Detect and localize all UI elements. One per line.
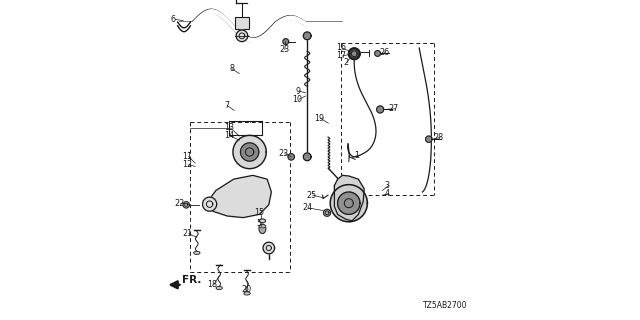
Text: 6: 6 xyxy=(170,15,175,24)
Text: TZ5AB2700: TZ5AB2700 xyxy=(422,301,467,310)
Polygon shape xyxy=(263,242,275,254)
Polygon shape xyxy=(375,51,380,56)
Text: 12: 12 xyxy=(182,160,192,169)
Text: 25: 25 xyxy=(306,191,316,200)
Ellipse shape xyxy=(259,225,266,228)
Text: 18: 18 xyxy=(207,280,217,289)
Text: 1: 1 xyxy=(355,151,359,160)
Text: 26: 26 xyxy=(379,48,389,57)
Text: 20: 20 xyxy=(241,285,252,294)
Polygon shape xyxy=(303,32,311,40)
Bar xyxy=(235,17,249,29)
Polygon shape xyxy=(324,209,331,216)
Polygon shape xyxy=(330,185,367,222)
Text: 22: 22 xyxy=(175,199,185,208)
Text: 9: 9 xyxy=(295,87,300,96)
Text: 23: 23 xyxy=(278,149,288,158)
Polygon shape xyxy=(236,30,248,42)
Ellipse shape xyxy=(216,286,223,290)
Text: 8: 8 xyxy=(230,64,234,73)
Text: 15: 15 xyxy=(254,208,264,217)
Polygon shape xyxy=(203,197,216,211)
Text: 23: 23 xyxy=(280,45,290,54)
Ellipse shape xyxy=(194,251,200,254)
Text: 11: 11 xyxy=(182,152,192,161)
Text: 7: 7 xyxy=(225,101,230,110)
Text: 4: 4 xyxy=(385,189,390,198)
Ellipse shape xyxy=(259,224,266,234)
Ellipse shape xyxy=(244,292,250,295)
Text: 14: 14 xyxy=(224,132,234,140)
Polygon shape xyxy=(334,175,364,221)
Text: 24: 24 xyxy=(302,204,312,212)
Text: 10: 10 xyxy=(292,95,303,104)
Polygon shape xyxy=(338,192,360,214)
Text: 3: 3 xyxy=(385,181,390,190)
Text: 5: 5 xyxy=(257,220,262,228)
Polygon shape xyxy=(241,143,259,161)
Text: 28: 28 xyxy=(433,133,444,142)
Polygon shape xyxy=(303,153,311,161)
Text: 27: 27 xyxy=(388,104,399,113)
Polygon shape xyxy=(288,154,294,160)
Text: 16: 16 xyxy=(336,44,346,52)
Polygon shape xyxy=(233,135,266,169)
Polygon shape xyxy=(206,175,271,218)
Text: 2: 2 xyxy=(343,58,348,67)
Polygon shape xyxy=(351,51,357,57)
Polygon shape xyxy=(349,48,360,60)
Polygon shape xyxy=(183,202,189,208)
Text: 19: 19 xyxy=(314,114,324,123)
Polygon shape xyxy=(377,106,383,113)
Text: 21: 21 xyxy=(182,229,192,238)
Text: 13: 13 xyxy=(224,124,234,132)
Text: 17: 17 xyxy=(336,52,346,60)
Polygon shape xyxy=(283,39,289,44)
Polygon shape xyxy=(426,136,432,142)
Text: FR.: FR. xyxy=(182,275,201,285)
Ellipse shape xyxy=(259,219,266,223)
